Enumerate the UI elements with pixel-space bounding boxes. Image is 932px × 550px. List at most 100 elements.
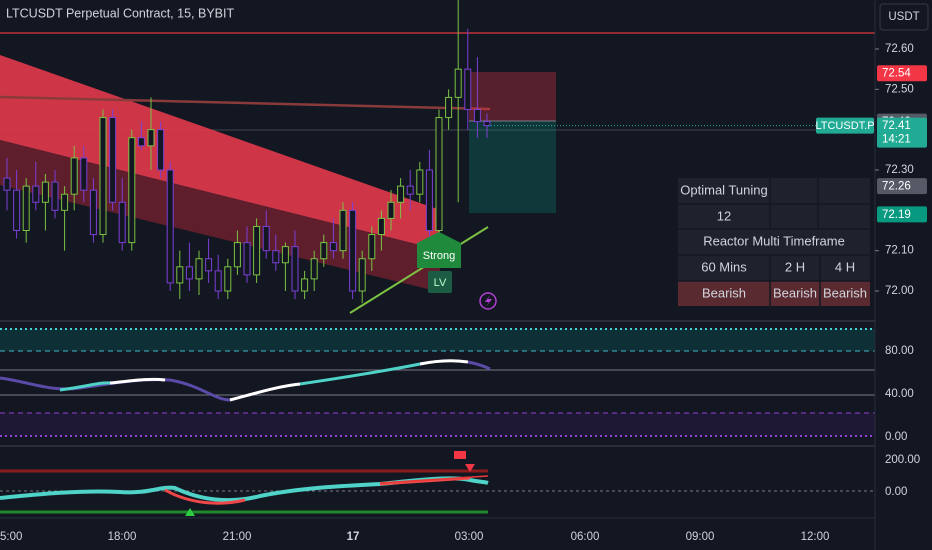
- candle-body: [435, 117, 443, 231]
- oscillator-line: [419, 359, 469, 366]
- candle-body: [214, 270, 222, 292]
- stop-zone: [469, 72, 556, 121]
- countdown-label: 14:21: [882, 134, 911, 146]
- candle-body: [483, 121, 491, 127]
- tuning-table: Optimal Tuning 12 Reactor Multi Timefram…: [678, 178, 870, 306]
- table-header: 2 H: [785, 259, 805, 274]
- symbol-badge: [816, 117, 874, 134]
- average-line: [0, 95, 491, 111]
- sell-marker: [465, 464, 475, 472]
- strong-badge: [417, 232, 461, 268]
- time-label: 06:00: [571, 531, 600, 543]
- candle-body: [118, 201, 126, 244]
- oversold-zone: [0, 413, 875, 436]
- symbol-label: LTCUSDT.P: [815, 120, 874, 132]
- price-badge-label: 72.19: [882, 209, 911, 221]
- candle-body: [205, 258, 213, 272]
- last-price-label: 72.41: [882, 120, 911, 132]
- candle-body: [329, 242, 337, 252]
- flash-bolt: [485, 295, 492, 307]
- price-tick-label: 72.30: [885, 164, 914, 176]
- candle-body: [32, 185, 40, 203]
- candle-body: [195, 258, 203, 280]
- candle-body: [147, 129, 155, 147]
- time-label: 21:00: [223, 531, 252, 543]
- candle-body: [137, 137, 145, 147]
- candle-body: [425, 169, 433, 231]
- candles: [3, 0, 491, 304]
- candle-body: [233, 242, 241, 268]
- candle-body: [445, 96, 453, 119]
- oscillator-line: [299, 362, 421, 386]
- bearish-row: [678, 281, 870, 306]
- candle-body: [166, 169, 174, 284]
- candle-body: [51, 181, 59, 211]
- price-tick-label: 72.60: [885, 43, 914, 55]
- candle-body: [387, 201, 395, 219]
- osc-tick-label: 80.00: [885, 345, 914, 357]
- table-header: 4 H: [835, 259, 855, 274]
- price-tick-label: 72.10: [885, 245, 914, 257]
- candle-body: [301, 278, 309, 292]
- oscillator-line: [109, 377, 166, 385]
- buy-marker: [185, 508, 195, 516]
- candle-body: [464, 68, 472, 110]
- last-price-badge: [877, 117, 927, 148]
- lower-tick-label: 0.00: [885, 486, 907, 498]
- candle-body: [157, 129, 165, 171]
- osc-tick-label: 40.00: [885, 388, 914, 400]
- overbought-zone: [0, 329, 875, 351]
- divergence-line: [379, 475, 489, 484]
- price-tick-label: 72.00: [885, 285, 914, 297]
- candle-body: [416, 169, 424, 195]
- time-label: 09:00: [686, 531, 715, 543]
- candle-body: [80, 157, 88, 191]
- channel-band: [0, 55, 440, 250]
- candle-body: [185, 266, 193, 280]
- lower-tick-label: 200.00: [885, 454, 920, 466]
- table-state: Bearish: [823, 285, 867, 300]
- price-badge: [877, 65, 927, 82]
- trend-line: [349, 226, 489, 314]
- strong-label: Strong: [423, 250, 455, 262]
- candle-body: [473, 109, 481, 123]
- price-pane: Strong LV LTCUSDT Perpetual Contract, 15…: [0, 0, 875, 314]
- candle-body: [224, 266, 232, 292]
- price-badge: [877, 178, 927, 195]
- candle-body: [358, 258, 366, 292]
- time-label: 03:00: [455, 531, 484, 543]
- price-axis: 72.6072.5072.3072.1072.0072.5472.4272.26…: [488, 43, 927, 297]
- candle-body: [377, 217, 385, 236]
- price-badge-label: 72.26: [882, 181, 911, 193]
- candle-body: [89, 189, 97, 236]
- currency-button[interactable]: [879, 3, 929, 31]
- alert-icon: [454, 451, 466, 459]
- flash-icon: [479, 292, 497, 310]
- candle-body: [253, 225, 261, 276]
- flow-ribbon-bear: [164, 476, 471, 505]
- table-header: 60 Mins: [701, 259, 747, 274]
- table-state: Bearish: [702, 285, 746, 300]
- candle-body: [99, 117, 107, 236]
- lv-badge: [428, 271, 452, 293]
- candle-body: [320, 242, 328, 260]
- table-section: Reactor Multi Timeframe: [703, 233, 845, 248]
- lv-label: LV: [434, 277, 447, 289]
- time-label: 12:00: [801, 531, 830, 543]
- candle-body: [41, 181, 49, 203]
- candle-body: [368, 234, 376, 260]
- table-title: Optimal Tuning: [680, 182, 767, 197]
- time-label: 18:00: [108, 531, 137, 543]
- candle-body: [70, 157, 78, 195]
- currency-label[interactable]: USDT: [888, 11, 919, 23]
- candle-body: [128, 137, 136, 244]
- table-value: 12: [717, 208, 731, 223]
- target-zone: [469, 121, 556, 213]
- chart-title: LTCUSDT Perpetual Contract, 15, BYBIT: [6, 6, 234, 20]
- table-state: Bearish: [773, 285, 817, 300]
- candle-body: [243, 242, 251, 276]
- candle-body: [339, 209, 347, 252]
- candle-body: [397, 185, 405, 203]
- osc-tick-label: 0.00: [885, 431, 907, 443]
